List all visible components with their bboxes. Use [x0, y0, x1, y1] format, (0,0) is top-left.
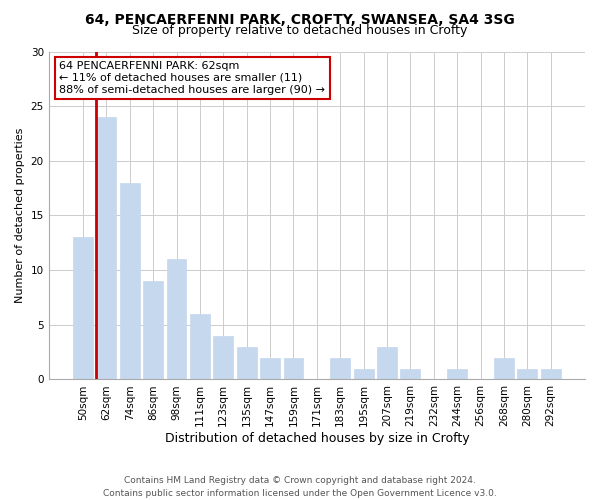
- Bar: [190, 314, 210, 380]
- Bar: [167, 259, 187, 380]
- Bar: [260, 358, 280, 380]
- Bar: [353, 368, 374, 380]
- Bar: [377, 346, 397, 380]
- Bar: [237, 346, 257, 380]
- Y-axis label: Number of detached properties: Number of detached properties: [15, 128, 25, 303]
- Text: 64, PENCAERFENNI PARK, CROFTY, SWANSEA, SA4 3SG: 64, PENCAERFENNI PARK, CROFTY, SWANSEA, …: [85, 12, 515, 26]
- Bar: [73, 238, 93, 380]
- Text: Size of property relative to detached houses in Crofty: Size of property relative to detached ho…: [133, 24, 467, 37]
- Bar: [330, 358, 350, 380]
- Text: 64 PENCAERFENNI PARK: 62sqm
← 11% of detached houses are smaller (11)
88% of sem: 64 PENCAERFENNI PARK: 62sqm ← 11% of det…: [59, 62, 325, 94]
- Bar: [97, 117, 116, 380]
- Bar: [517, 368, 537, 380]
- Bar: [214, 336, 233, 380]
- Bar: [143, 281, 163, 380]
- Bar: [541, 368, 560, 380]
- Bar: [120, 182, 140, 380]
- Bar: [447, 368, 467, 380]
- Bar: [494, 358, 514, 380]
- Bar: [400, 368, 421, 380]
- X-axis label: Distribution of detached houses by size in Crofty: Distribution of detached houses by size …: [164, 432, 469, 445]
- Bar: [284, 358, 304, 380]
- Text: Contains HM Land Registry data © Crown copyright and database right 2024.
Contai: Contains HM Land Registry data © Crown c…: [103, 476, 497, 498]
